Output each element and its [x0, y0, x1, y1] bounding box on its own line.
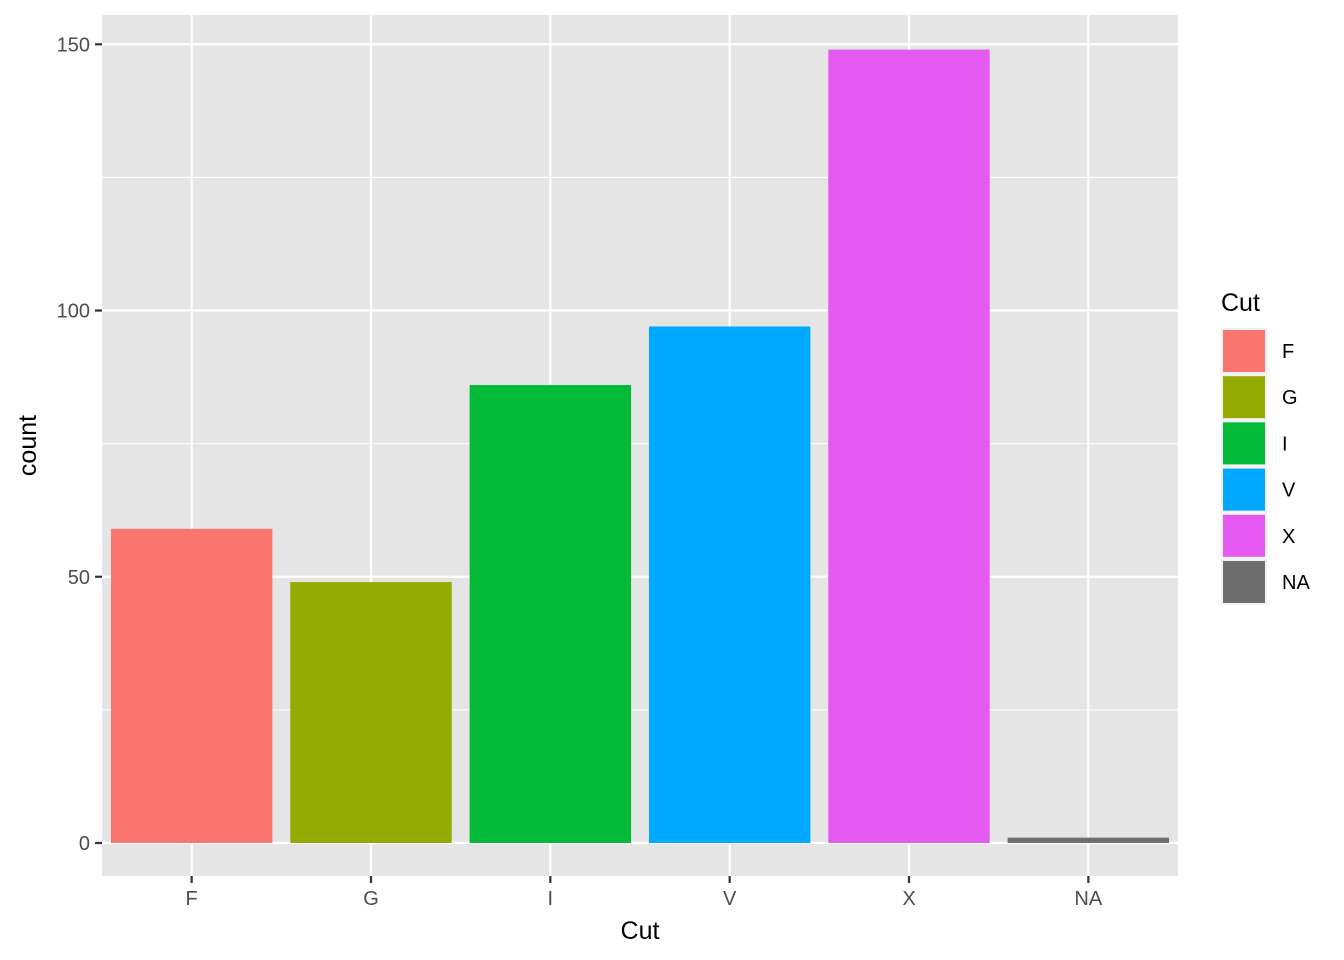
bar-v	[648, 326, 811, 843]
x-tick-label: F	[186, 888, 198, 910]
x-axis-title: Cut	[621, 917, 660, 945]
bars	[110, 49, 1170, 843]
x-axis: F G I V X NA	[186, 876, 1103, 910]
x-tick-label: G	[363, 888, 379, 910]
y-tick-label: 50	[68, 567, 90, 589]
legend-label: X	[1282, 526, 1295, 548]
y-axis: 0 50 100 150	[57, 34, 102, 855]
legend-title: Cut	[1221, 289, 1260, 317]
bar-i	[469, 385, 632, 843]
legend-label: I	[1282, 433, 1288, 455]
x-tick-label: X	[902, 888, 915, 910]
legend-swatch	[1223, 422, 1265, 465]
x-tick-label: NA	[1074, 888, 1102, 910]
bar-x	[828, 49, 990, 843]
legend-items: F G I V X NA	[1221, 328, 1310, 605]
legend-swatch	[1223, 514, 1265, 557]
bar-na	[1007, 837, 1170, 843]
plot-panel	[102, 15, 1178, 876]
y-axis-title: count	[14, 415, 42, 476]
legend-label: NA	[1282, 572, 1310, 594]
legend-swatch	[1223, 468, 1265, 511]
x-tick-label: I	[548, 888, 554, 910]
y-tick-label: 0	[79, 833, 90, 855]
y-tick-label: 100	[57, 301, 90, 323]
y-tick-label: 150	[57, 34, 90, 56]
minor-gridlines	[102, 176, 1178, 711]
legend-label: G	[1282, 387, 1298, 409]
x-tick-label: V	[723, 888, 737, 910]
bar-g	[290, 582, 452, 843]
legend: Cut F G I V X NA	[1221, 289, 1310, 605]
bar-f	[110, 528, 273, 843]
legend-label: F	[1282, 341, 1294, 363]
legend-label: V	[1282, 480, 1296, 502]
legend-swatch	[1223, 376, 1265, 419]
legend-swatch	[1223, 561, 1265, 603]
legend-swatch	[1223, 330, 1265, 372]
